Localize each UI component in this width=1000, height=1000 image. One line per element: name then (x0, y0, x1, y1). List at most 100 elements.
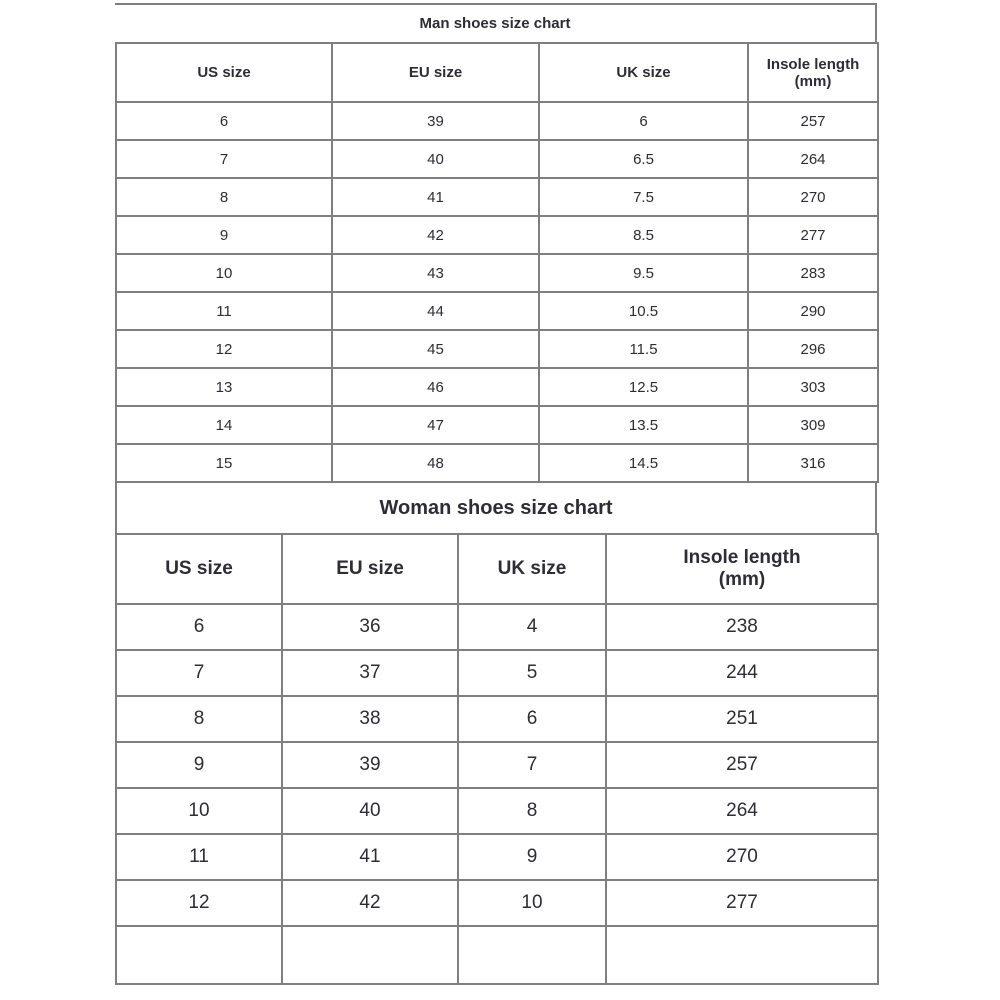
man-size-chart-section: Man shoes size chart US size EU size UK … (115, 3, 879, 483)
woman-cell-insole-length: 264 (605, 787, 879, 835)
man-header-uk-size: UK size (538, 42, 749, 103)
woman-cell-uk-size: 5 (457, 649, 607, 697)
woman-cell-eu-size: 37 (281, 649, 459, 697)
man-cell-us-size: 11 (115, 291, 333, 331)
woman-cell-us-size: 6 (115, 603, 283, 651)
man-cell-us-size: 15 (115, 443, 333, 483)
man-cell-eu-size: 39 (331, 101, 540, 141)
man-cell-uk-size: 8.5 (538, 215, 749, 255)
man-cell-uk-size: 6.5 (538, 139, 749, 179)
woman-table-row: 9 39 7 257 (115, 741, 879, 789)
man-cell-eu-size: 45 (331, 329, 540, 369)
woman-table-empty-row (115, 925, 879, 985)
man-table-row: 14 47 13.5 309 (115, 405, 879, 445)
woman-cell-eu-size: 42 (281, 879, 459, 927)
man-size-table: US size EU size UK size Insole length (m… (115, 42, 879, 483)
man-cell-us-size: 13 (115, 367, 333, 407)
woman-cell-insole-length: 238 (605, 603, 879, 651)
man-cell-us-size: 8 (115, 177, 333, 217)
woman-cell-insole-length: 251 (605, 695, 879, 743)
woman-cell-eu-size: 38 (281, 695, 459, 743)
woman-size-table: US size EU size UK size Insole length (m… (115, 533, 879, 985)
woman-cell-uk-size: 4 (457, 603, 607, 651)
man-table-row: 12 45 11.5 296 (115, 329, 879, 369)
man-cell-uk-size: 7.5 (538, 177, 749, 217)
woman-table-row: 7 37 5 244 (115, 649, 879, 697)
man-header-eu-size: EU size (331, 42, 540, 103)
woman-cell-eu-size: 36 (281, 603, 459, 651)
man-cell-us-size: 9 (115, 215, 333, 255)
woman-size-chart-section: Woman shoes size chart US size EU size U… (115, 483, 879, 985)
man-table-row: 6 39 6 257 (115, 101, 879, 141)
man-table-row: 10 43 9.5 283 (115, 253, 879, 293)
woman-cell-uk-size: 7 (457, 741, 607, 789)
man-cell-eu-size: 48 (331, 443, 540, 483)
man-cell-uk-size: 9.5 (538, 253, 749, 293)
man-cell-us-size: 14 (115, 405, 333, 445)
man-cell-uk-size: 13.5 (538, 405, 749, 445)
empty-cell (605, 925, 879, 985)
man-table-row: 11 44 10.5 290 (115, 291, 879, 331)
man-cell-insole-length: 277 (747, 215, 879, 255)
woman-cell-us-size: 11 (115, 833, 283, 881)
man-cell-eu-size: 44 (331, 291, 540, 331)
man-cell-insole-length: 303 (747, 367, 879, 407)
man-table-row: 7 40 6.5 264 (115, 139, 879, 179)
woman-cell-eu-size: 40 (281, 787, 459, 835)
empty-cell (281, 925, 459, 985)
man-cell-us-size: 10 (115, 253, 333, 293)
woman-cell-us-size: 8 (115, 695, 283, 743)
woman-table-row: 10 40 8 264 (115, 787, 879, 835)
man-cell-insole-length: 283 (747, 253, 879, 293)
man-cell-eu-size: 42 (331, 215, 540, 255)
woman-cell-insole-length: 257 (605, 741, 879, 789)
empty-cell (115, 925, 283, 985)
woman-header-us-size: US size (115, 533, 283, 605)
woman-cell-us-size: 7 (115, 649, 283, 697)
woman-cell-uk-size: 8 (457, 787, 607, 835)
woman-table-row: 11 41 9 270 (115, 833, 879, 881)
man-header-row: US size EU size UK size Insole length (m… (115, 42, 879, 103)
woman-cell-eu-size: 39 (281, 741, 459, 789)
man-cell-us-size: 7 (115, 139, 333, 179)
man-cell-eu-size: 41 (331, 177, 540, 217)
woman-header-uk-size: UK size (457, 533, 607, 605)
woman-cell-insole-length: 277 (605, 879, 879, 927)
woman-header-eu-size: EU size (281, 533, 459, 605)
man-cell-eu-size: 40 (331, 139, 540, 179)
man-cell-insole-length: 257 (747, 101, 879, 141)
man-table-row: 13 46 12.5 303 (115, 367, 879, 407)
woman-cell-us-size: 12 (115, 879, 283, 927)
woman-cell-eu-size: 41 (281, 833, 459, 881)
man-cell-uk-size: 6 (538, 101, 749, 141)
man-cell-insole-length: 264 (747, 139, 879, 179)
man-cell-insole-length: 316 (747, 443, 879, 483)
man-cell-us-size: 6 (115, 101, 333, 141)
empty-cell (457, 925, 607, 985)
woman-header-row: US size EU size UK size Insole length (m… (115, 533, 879, 605)
woman-table-row: 12 42 10 277 (115, 879, 879, 927)
man-cell-uk-size: 12.5 (538, 367, 749, 407)
man-cell-uk-size: 14.5 (538, 443, 749, 483)
man-table-row: 8 41 7.5 270 (115, 177, 879, 217)
man-header-insole-length: Insole length (mm) (747, 42, 879, 103)
woman-chart-title: Woman shoes size chart (115, 483, 877, 533)
man-header-us-size: US size (115, 42, 333, 103)
man-cell-eu-size: 46 (331, 367, 540, 407)
man-cell-insole-length: 296 (747, 329, 879, 369)
woman-cell-uk-size: 9 (457, 833, 607, 881)
man-cell-uk-size: 11.5 (538, 329, 749, 369)
man-cell-eu-size: 43 (331, 253, 540, 293)
man-cell-insole-length: 290 (747, 291, 879, 331)
man-cell-us-size: 12 (115, 329, 333, 369)
man-table-row: 9 42 8.5 277 (115, 215, 879, 255)
man-cell-uk-size: 10.5 (538, 291, 749, 331)
woman-table-row: 6 36 4 238 (115, 603, 879, 651)
woman-cell-uk-size: 10 (457, 879, 607, 927)
man-chart-title: Man shoes size chart (115, 3, 877, 42)
man-cell-eu-size: 47 (331, 405, 540, 445)
man-table-row: 15 48 14.5 316 (115, 443, 879, 483)
woman-cell-us-size: 10 (115, 787, 283, 835)
